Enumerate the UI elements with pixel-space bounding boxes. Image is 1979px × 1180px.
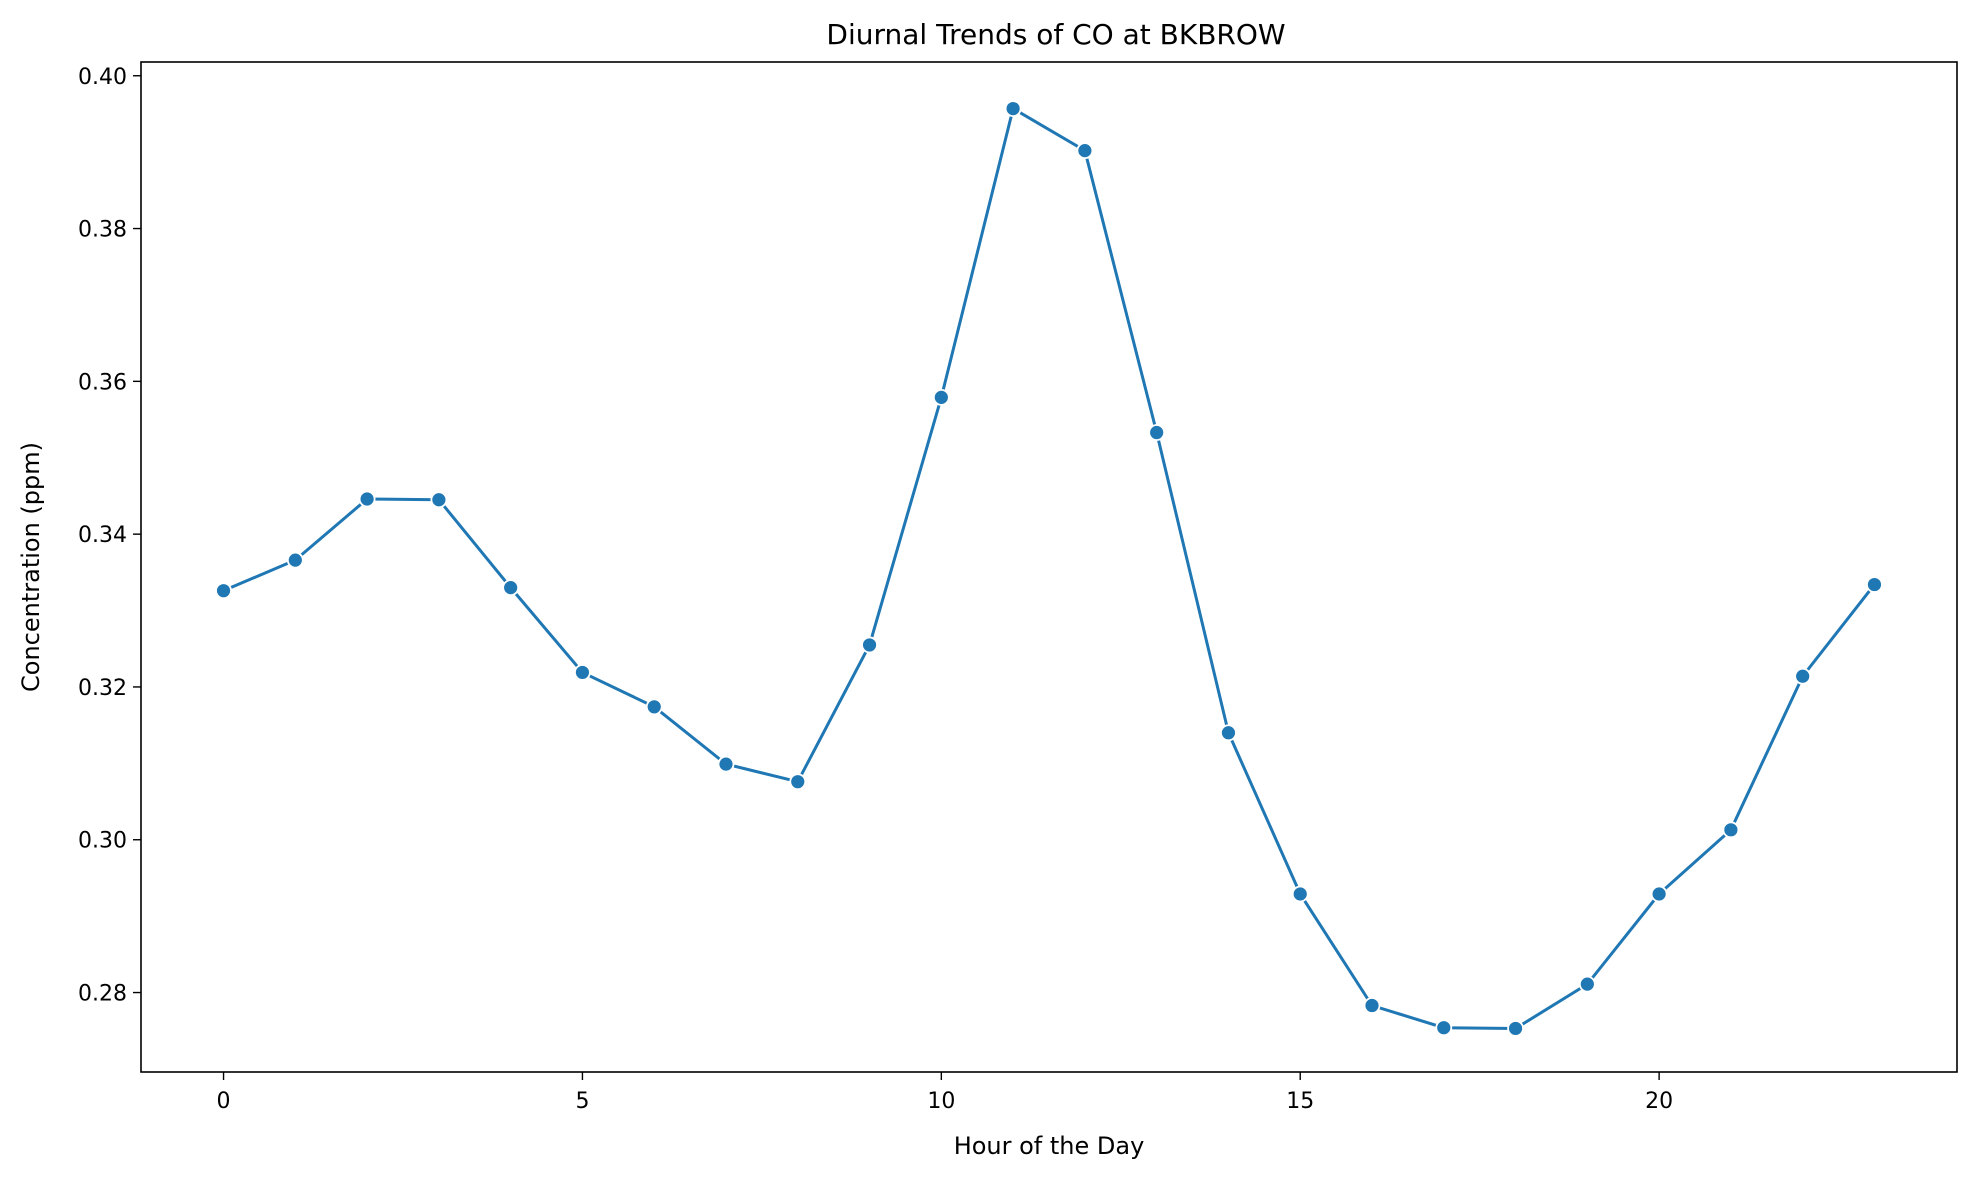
data-point [1076, 142, 1094, 160]
data-point [1291, 885, 1309, 903]
x-axis-label: Hour of the Day [954, 1132, 1145, 1160]
data-point [286, 551, 304, 569]
x-axis-ticks: 0 5 10 15 20 [217, 1072, 1673, 1114]
y-tick-label: 0.30 [78, 829, 127, 854]
data-point [932, 388, 950, 406]
data-point [1004, 100, 1022, 118]
data-point [1220, 724, 1237, 742]
data-point [1363, 997, 1381, 1014]
data-point [645, 698, 663, 716]
data-point [574, 664, 591, 681]
y-axis-label: Concentration (ppm) [17, 442, 45, 692]
y-tick-label: 0.34 [78, 523, 127, 548]
data-point [1507, 1020, 1524, 1037]
y-tick-label: 0.36 [78, 370, 127, 395]
chart-title: Diurnal Trends of CO at BKBROW [826, 18, 1285, 51]
data-point [1722, 821, 1740, 839]
data-point [717, 755, 735, 773]
y-tick-label: 0.40 [78, 65, 127, 90]
y-axis-ticks: 0.28 0.30 0.32 0.34 0.36 0.38 0.40 [78, 65, 141, 1007]
x-tick-label: 0 [217, 1089, 231, 1114]
y-tick-label: 0.32 [78, 676, 127, 701]
data-point [1578, 975, 1596, 993]
series-line [222, 106, 1876, 1030]
data-point [215, 582, 232, 600]
data-point [1794, 667, 1812, 685]
y-tick-label: 0.38 [78, 218, 127, 243]
plot-area-frame [140, 61, 1958, 1073]
x-tick-label: 15 [1286, 1089, 1314, 1114]
data-point [1435, 1019, 1453, 1037]
data-point [1866, 576, 1883, 593]
data-point [789, 773, 807, 791]
data-point [430, 491, 448, 509]
y-tick-label: 0.28 [78, 982, 127, 1007]
x-tick-label: 20 [1645, 1089, 1673, 1114]
data-point [1650, 885, 1668, 903]
data-point [861, 636, 878, 654]
data-point [358, 490, 376, 508]
x-tick-label: 10 [927, 1089, 955, 1114]
series-points [215, 100, 1883, 1037]
data-point [1148, 424, 1166, 441]
x-tick-label: 5 [575, 1089, 589, 1114]
data-point [502, 579, 520, 597]
